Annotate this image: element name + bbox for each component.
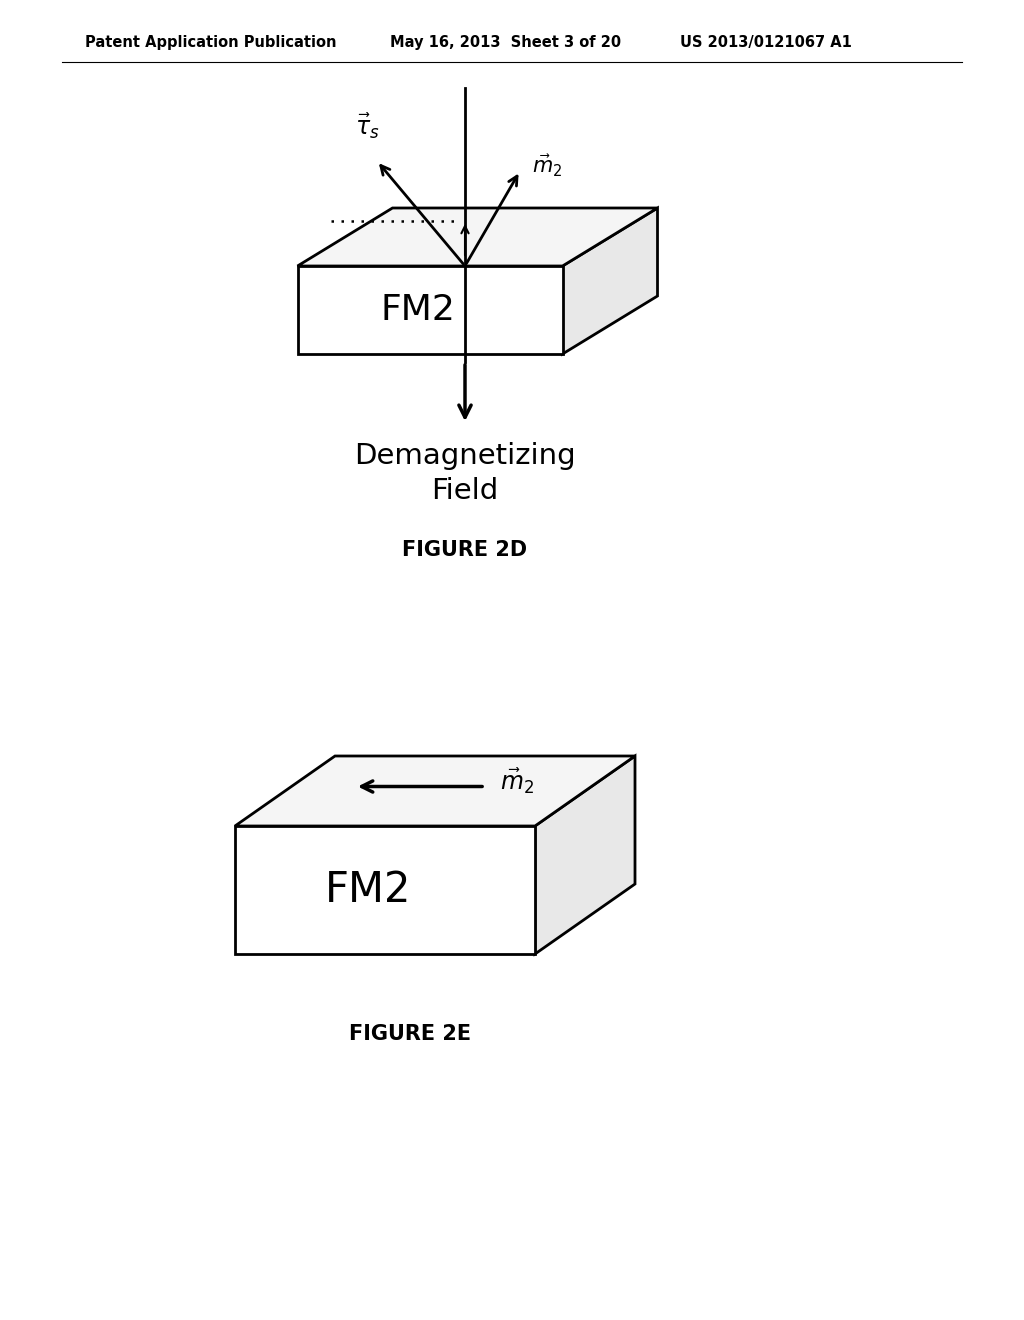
Polygon shape	[298, 209, 657, 267]
Text: Patent Application Publication: Patent Application Publication	[85, 34, 337, 49]
Polygon shape	[234, 826, 535, 954]
Polygon shape	[298, 267, 562, 354]
Text: $\vec{\tau}_s$: $\vec{\tau}_s$	[354, 111, 379, 141]
Text: FIGURE 2D: FIGURE 2D	[402, 540, 527, 560]
Text: FM2: FM2	[325, 869, 412, 911]
Text: $\vec{m}_2$: $\vec{m}_2$	[532, 153, 562, 180]
Text: May 16, 2013  Sheet 3 of 20: May 16, 2013 Sheet 3 of 20	[390, 34, 622, 49]
Text: FIGURE 2E: FIGURE 2E	[349, 1024, 471, 1044]
Polygon shape	[234, 756, 635, 826]
Text: $\vec{m}_2$: $\vec{m}_2$	[500, 767, 535, 796]
Text: FM2: FM2	[380, 293, 455, 327]
Polygon shape	[535, 756, 635, 954]
Text: US 2013/0121067 A1: US 2013/0121067 A1	[680, 34, 852, 49]
Text: Demagnetizing
Field: Demagnetizing Field	[354, 442, 575, 504]
Polygon shape	[562, 209, 657, 354]
